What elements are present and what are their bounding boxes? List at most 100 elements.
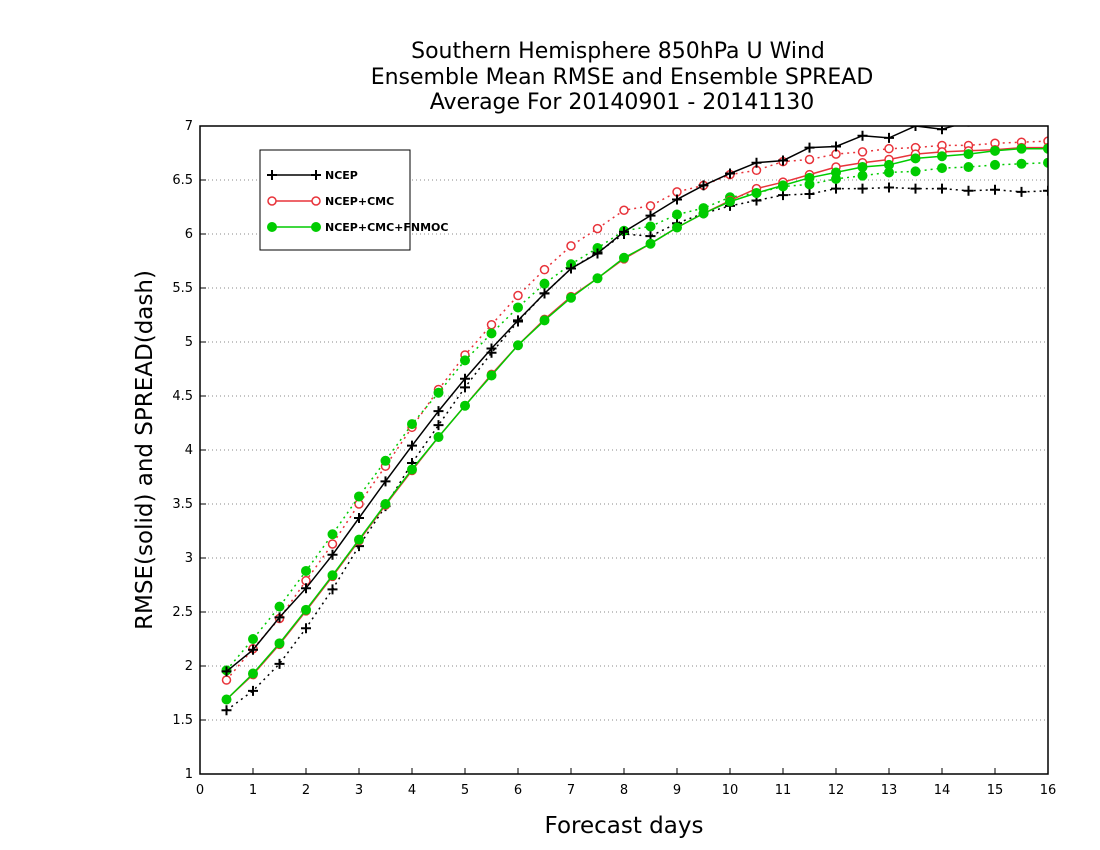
x-tick-label: 8 [620, 783, 628, 798]
data-point [327, 570, 338, 581]
data-point [267, 222, 277, 232]
x-tick-label: 16 [1040, 783, 1057, 798]
data-point [327, 584, 338, 595]
data-point [698, 180, 709, 191]
data-point [460, 400, 470, 411]
data-point [967, 126, 970, 127]
data-point [619, 226, 629, 237]
y-axis-ticks: 1 1.5 2 2.5 3 3.5 4 4.5 5 5.5 6 6.5 7 [172, 119, 206, 782]
data-point [354, 534, 364, 545]
x-tick-label: 2 [302, 783, 310, 798]
data-point [937, 126, 947, 135]
data-point [513, 290, 523, 301]
x-tick-label: 0 [196, 783, 204, 798]
data-point [884, 159, 894, 170]
data-point [407, 464, 417, 475]
data-point [327, 539, 338, 549]
data-point [725, 168, 735, 179]
data-point [267, 170, 277, 180]
data-point [1043, 157, 1048, 168]
data-point [1043, 185, 1048, 196]
data-point [539, 278, 550, 289]
data-point [910, 126, 921, 131]
x-tick-label: 3 [355, 783, 363, 798]
data-point [645, 201, 656, 211]
data-point [778, 190, 788, 201]
y-tick-label: 2 [185, 659, 193, 674]
data-point [884, 132, 894, 143]
y-tick-label: 1.5 [172, 713, 193, 728]
title-line-2: Ensemble Mean RMSE and Ensemble SPREAD [371, 65, 874, 90]
data-point [937, 163, 947, 174]
data-point [513, 302, 523, 313]
data-point [857, 183, 868, 194]
data-point [751, 157, 762, 168]
data-point [354, 491, 364, 502]
data-point [645, 221, 656, 232]
data-point [910, 166, 921, 177]
data-point [327, 529, 338, 540]
legend: NCEP NCEP+CMC NCEP+CMC+FNMOC [259, 149, 448, 251]
data-point [486, 319, 497, 330]
y-tick-label: 2.5 [172, 605, 193, 620]
data-point [884, 143, 894, 154]
series-line [226, 186, 1048, 711]
data-point [301, 604, 311, 615]
data-point [990, 159, 1000, 170]
data-point [778, 180, 788, 191]
data-point [672, 194, 682, 205]
data-point [221, 694, 232, 705]
data-point [566, 263, 576, 274]
legend-item: NCEP+CMC+FNMOC [267, 221, 448, 234]
x-tick-label: 1 [249, 783, 257, 798]
x-tick-label: 14 [934, 783, 951, 798]
data-point [963, 149, 974, 160]
data-point [1016, 158, 1027, 169]
y-tick-label: 5.5 [172, 281, 193, 296]
data-point [963, 185, 974, 196]
data-point [672, 222, 682, 233]
data-point [937, 151, 947, 162]
data-point [539, 315, 550, 326]
data-point [751, 187, 762, 198]
data-point [645, 238, 656, 249]
data-point [274, 612, 285, 623]
x-tick-label: 9 [673, 783, 681, 798]
data-point [1043, 103, 1053, 113]
data-point [884, 182, 894, 193]
data-point [248, 644, 258, 655]
data-point [301, 623, 311, 634]
y-tick-label: 7 [185, 119, 193, 134]
data-point [460, 373, 470, 384]
data-point [857, 130, 868, 141]
data-point [645, 210, 656, 221]
data-point [274, 658, 285, 669]
x-tick-label: 5 [461, 783, 469, 798]
data-point [804, 142, 815, 153]
x-tick-label: 11 [775, 783, 792, 798]
data-point [910, 153, 921, 164]
y-tick-label: 6 [185, 227, 193, 242]
x-tick-label: 15 [987, 783, 1004, 798]
data-point [592, 223, 603, 234]
data-point [221, 705, 232, 716]
data-point [1017, 108, 1027, 118]
legend-item: NCEP [267, 169, 358, 182]
data-point [990, 111, 1000, 121]
data-point [990, 145, 1000, 156]
data-point [937, 183, 947, 194]
title-line-3: Average For 20140901 - 20141130 [430, 90, 815, 115]
data-point [804, 189, 815, 200]
legend-label: NCEP+CMC+FNMOC [325, 221, 448, 234]
data-point [778, 155, 788, 166]
x-tick-label: 6 [514, 783, 522, 798]
data-point [857, 162, 868, 173]
y-tick-label: 5 [185, 335, 193, 350]
data-point [221, 675, 232, 685]
y-tick-label: 3.5 [172, 497, 193, 512]
chart-title: Southern Hemisphere 850hPa U Wind Ensemb… [371, 39, 874, 115]
data-point [831, 141, 841, 152]
data-point [301, 583, 311, 594]
data-point [566, 241, 576, 251]
